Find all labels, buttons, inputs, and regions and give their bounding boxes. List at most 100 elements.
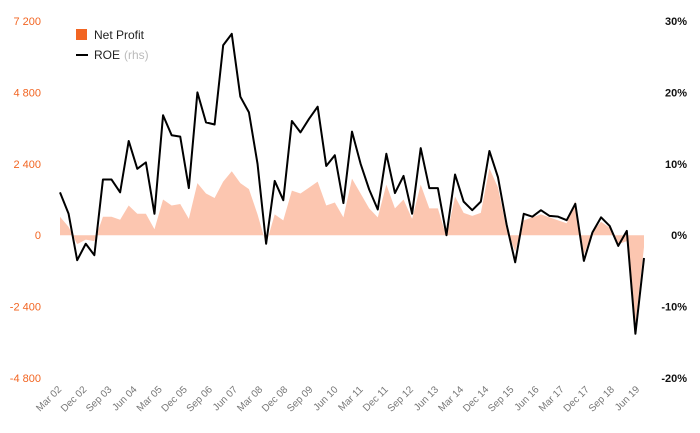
net-profit-point xyxy=(402,198,404,200)
roe-point xyxy=(282,199,284,201)
roe-point xyxy=(609,225,611,227)
legend-label-roe-note: (rhs) xyxy=(124,48,149,62)
roe-point xyxy=(377,209,379,211)
x-axis-tick-label: Dec 14 xyxy=(461,384,491,414)
roe-point xyxy=(351,131,353,133)
net-profit-point xyxy=(153,228,155,230)
roe-point xyxy=(274,180,276,182)
roe-point xyxy=(420,147,422,149)
x-axis-tick-label: Mar 08 xyxy=(235,384,265,414)
x-axis-tick-label: Jun 10 xyxy=(312,384,341,413)
net-profit-point xyxy=(600,221,602,223)
roe-point xyxy=(566,219,568,221)
roe-point xyxy=(102,179,104,181)
right-axis-tick-label: 0% xyxy=(671,230,687,242)
x-axis-tick-label: Jun 04 xyxy=(110,384,139,413)
roe-point xyxy=(214,124,216,126)
net-profit-point xyxy=(334,201,336,203)
roe-point xyxy=(617,245,619,247)
net-profit-point xyxy=(359,192,361,194)
plot-area xyxy=(59,32,645,335)
roe-point xyxy=(549,215,551,217)
x-axis-tick-label: Sep 03 xyxy=(84,384,114,414)
roe-point xyxy=(188,187,190,189)
net-profit-point xyxy=(566,222,568,224)
roe-point xyxy=(600,216,602,218)
roe-point xyxy=(368,189,370,191)
roe-point xyxy=(445,234,447,236)
x-axis-tick-label: Dec 17 xyxy=(562,384,592,414)
x-axis-tick-label: Dec 11 xyxy=(361,384,391,414)
net-profit-point xyxy=(196,182,198,184)
roe-point xyxy=(471,209,473,211)
right-axis-ticks: 30% 20% 10% 0% -10% -20% xyxy=(661,16,687,385)
legend-label-net-profit: Net Profit xyxy=(94,28,145,42)
roe-point xyxy=(531,216,533,218)
net-profit-point xyxy=(256,213,258,215)
x-axis-tick-label: Jun 07 xyxy=(211,384,240,413)
net-profit-point xyxy=(325,204,327,206)
roe-point xyxy=(557,216,559,218)
legend-swatch-net-profit xyxy=(76,29,87,40)
net-profit-point xyxy=(523,219,525,221)
x-axis-tick-label: Mar 17 xyxy=(537,384,567,414)
roe-point xyxy=(591,231,593,233)
net-profit-point xyxy=(308,186,310,188)
net-profit-point xyxy=(437,207,439,209)
net-profit-point xyxy=(222,180,224,182)
net-profit-point xyxy=(231,170,233,172)
roe-point xyxy=(334,154,336,156)
net-profit-point xyxy=(626,240,628,242)
net-profit-point xyxy=(291,189,293,191)
net-profit-point xyxy=(557,219,559,221)
net-profit-point xyxy=(462,212,464,214)
net-profit-point xyxy=(145,213,147,215)
net-profit-point xyxy=(85,238,87,240)
net-profit-point xyxy=(213,197,215,199)
net-profit-point xyxy=(394,207,396,209)
net-profit-point xyxy=(136,213,138,215)
roe-point xyxy=(136,168,138,170)
net-profit-point xyxy=(488,167,490,169)
net-profit-point xyxy=(634,323,636,325)
left-axis-tick-label: 4 800 xyxy=(13,87,41,99)
roe-point xyxy=(128,140,130,142)
roe-point xyxy=(317,106,319,108)
net-profit-point xyxy=(188,218,190,220)
net-profit-point xyxy=(179,203,181,205)
left-axis-tick-label: 2 400 xyxy=(13,159,41,171)
roe-point xyxy=(506,223,508,225)
roe-point xyxy=(394,192,396,194)
roe-point xyxy=(342,202,344,204)
roe-point xyxy=(85,243,87,245)
roe-point xyxy=(463,201,465,203)
x-axis-tick-label: Dec 02 xyxy=(59,384,89,414)
roe-point xyxy=(145,161,147,163)
x-axis-tick-label: Sep 06 xyxy=(185,384,215,414)
roe-point xyxy=(291,120,293,122)
left-axis-tick-label: -4 800 xyxy=(10,373,41,385)
roe-point xyxy=(179,136,181,138)
net-profit-point xyxy=(274,213,276,215)
right-axis-tick-label: 10% xyxy=(665,159,687,171)
roe-point xyxy=(643,257,645,259)
roe-point xyxy=(231,33,233,35)
net-profit-point xyxy=(385,183,387,185)
roe-point xyxy=(153,213,155,215)
x-axis-tick-label: Sep 18 xyxy=(587,384,617,414)
net-profit-point xyxy=(574,200,576,202)
roe-point xyxy=(403,175,405,177)
roe-point xyxy=(385,153,387,155)
net-profit-point xyxy=(514,250,516,252)
roe-point xyxy=(239,96,241,98)
roe-point xyxy=(360,163,362,165)
net-profit-point xyxy=(205,192,207,194)
roe-point xyxy=(325,165,327,167)
x-axis-tick-label: Sep 12 xyxy=(386,384,416,414)
net-profit-point xyxy=(342,216,344,218)
net-profit-point xyxy=(454,195,456,197)
roe-point xyxy=(540,209,542,211)
legend: Net Profit ROE (rhs) xyxy=(76,28,149,62)
